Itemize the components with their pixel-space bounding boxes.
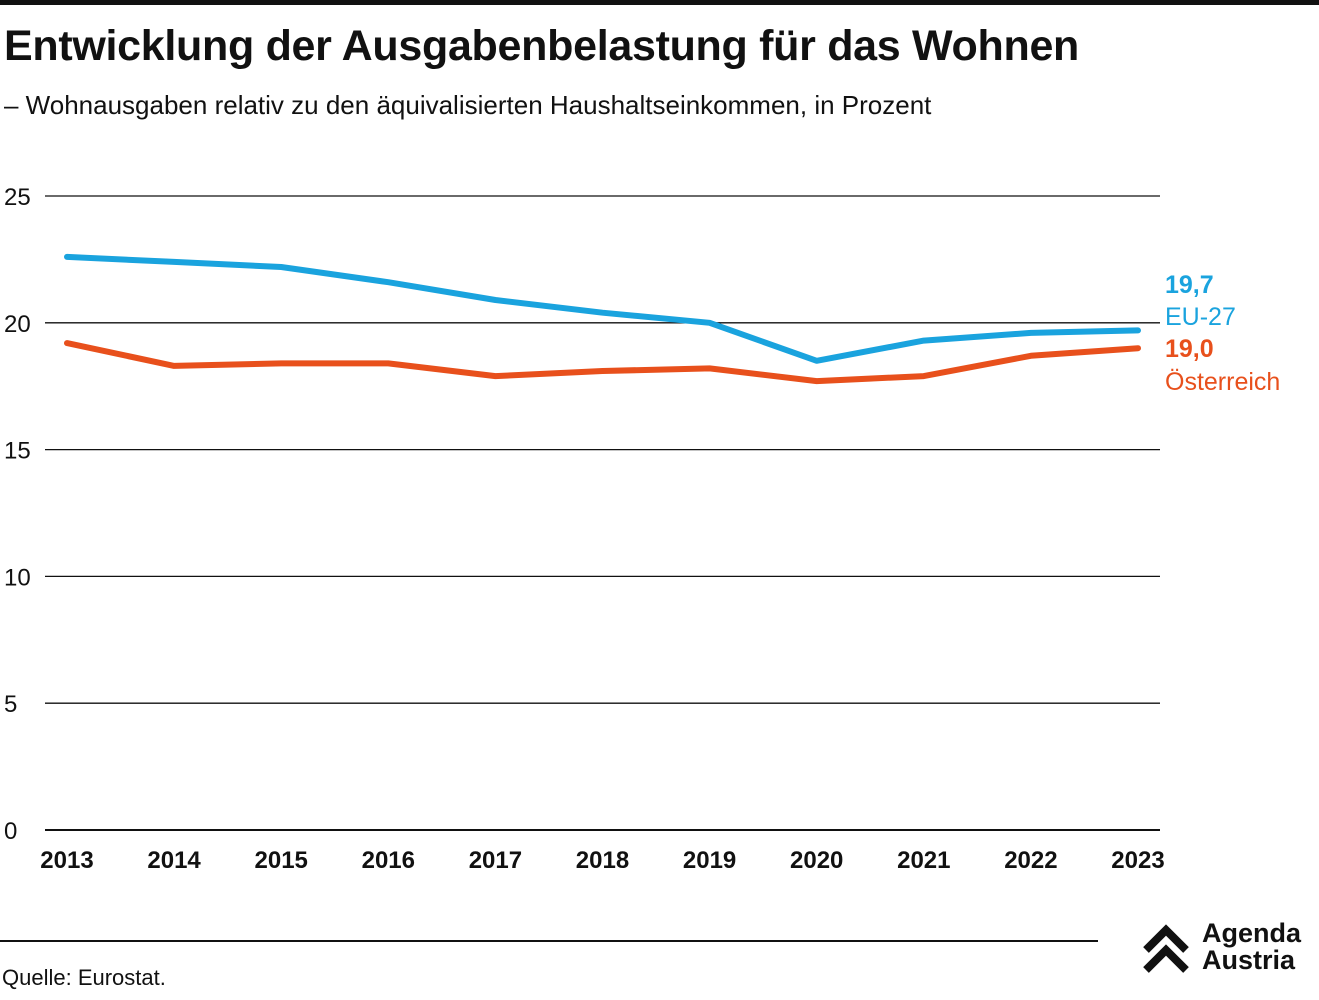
end-value-eu-27: 19,7 <box>1165 271 1214 299</box>
x-tick-label-2017: 2017 <box>469 847 522 874</box>
x-tick-label-2014: 2014 <box>147 847 201 874</box>
chart-subtitle: – Wohnausgaben relativ zu den äquivalisi… <box>4 90 932 120</box>
series-line-eu-27 <box>64 253 1141 364</box>
logo-line-2: Austria <box>1202 945 1296 975</box>
y-tick-label-0: 0 <box>4 818 17 845</box>
x-tick-label-2018: 2018 <box>576 847 629 874</box>
x-tick-label-2020: 2020 <box>790 847 843 874</box>
x-tick-label-2016: 2016 <box>362 847 415 874</box>
logo-wordmark: Agenda Austria <box>1202 920 1301 974</box>
series-lines <box>64 253 1141 385</box>
agenda-austria-logo: Agenda Austria <box>1142 920 1319 980</box>
end-value-österreich: 19,0 <box>1165 335 1214 363</box>
chevron-up-logo-icon <box>1143 924 1189 973</box>
gridlines <box>45 195 1160 831</box>
y-tick-label-5: 5 <box>4 691 17 718</box>
legend-label-österreich: Österreich <box>1165 368 1280 396</box>
x-tick-label-2019: 2019 <box>683 847 736 874</box>
x-tick-label-2022: 2022 <box>1004 847 1057 874</box>
chart-title: Entwicklung der Ausgabenbelastung für da… <box>4 22 1080 70</box>
x-axis: 2013 2014 2015 2016 2017 2018 2019 2020 2021 2022… <box>40 847 1164 874</box>
x-tick-label-2023: 2023 <box>1111 847 1164 874</box>
bottom-rule <box>0 940 1098 942</box>
y-tick-label-15: 15 <box>4 438 31 465</box>
y-tick-label-10: 10 <box>4 564 31 591</box>
end-labels: 19,7 EU-27 19,0 Österreich <box>1165 271 1280 396</box>
x-tick-label-2013: 2013 <box>40 847 93 874</box>
source-note: Quelle: Eurostat. <box>2 965 166 990</box>
y-tick-label-20: 20 <box>4 311 31 338</box>
x-tick-label-2021: 2021 <box>897 847 950 874</box>
x-tick-label-2015: 2015 <box>255 847 308 874</box>
logo-line-1: Agenda <box>1202 918 1302 948</box>
y-axis: 0 5 10 15 20 25 <box>4 184 31 845</box>
top-rule <box>0 0 1319 5</box>
legend-label-eu-27: EU-27 <box>1165 303 1236 331</box>
series-line-österreich <box>64 340 1141 385</box>
y-tick-label-25: 25 <box>4 184 31 211</box>
